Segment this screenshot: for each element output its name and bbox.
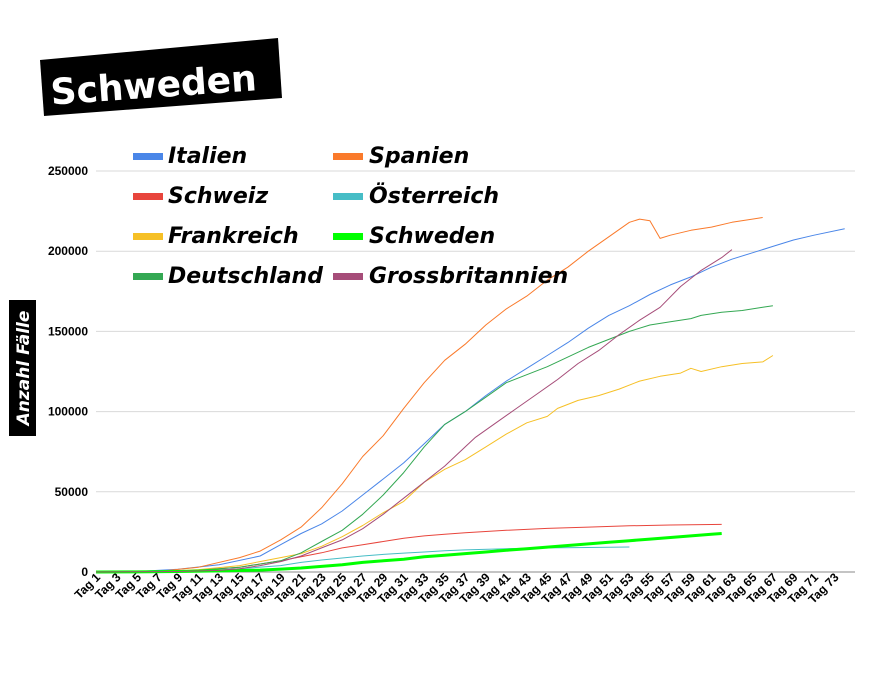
legend-label: Grossbritannien bbox=[369, 264, 568, 289]
legend-swatch bbox=[133, 273, 163, 280]
legend-swatch bbox=[133, 233, 163, 240]
y-axis-title: Anzahl Fälle bbox=[14, 311, 34, 428]
series-line-frankreich bbox=[95, 355, 774, 573]
legend-label: Frankreich bbox=[168, 224, 299, 249]
legend-swatch bbox=[333, 273, 363, 280]
series-line-österreich bbox=[95, 546, 630, 573]
title-banner-background bbox=[40, 38, 282, 116]
legend-label: Österreich bbox=[369, 183, 499, 209]
y-tick-label: 250000 bbox=[48, 164, 88, 178]
legend-label: Schweiz bbox=[168, 184, 268, 209]
series-line-deutschland bbox=[95, 305, 773, 573]
legend-swatch bbox=[133, 193, 163, 200]
y-axis-ticks: 0 50000 100000 150000 200000 250000 bbox=[48, 164, 88, 579]
legend-label: Italien bbox=[168, 144, 247, 169]
series-line-spanien bbox=[95, 217, 763, 573]
y-tick-label: 100000 bbox=[48, 405, 88, 419]
y-tick-label: 150000 bbox=[48, 324, 88, 338]
gridlines bbox=[96, 170, 855, 573]
legend-label: Schweden bbox=[369, 224, 495, 249]
legend-swatch bbox=[333, 193, 363, 200]
legend-label: Spanien bbox=[369, 144, 469, 169]
y-tick-label: 50000 bbox=[55, 485, 89, 499]
legend-swatch bbox=[333, 153, 363, 160]
y-tick-label: 200000 bbox=[48, 244, 88, 258]
series-line-grossbritannien bbox=[95, 249, 733, 573]
series-line-schweiz bbox=[95, 523, 722, 573]
legend-swatch bbox=[333, 233, 363, 240]
series-lines bbox=[95, 217, 845, 574]
y-axis-title-box: Anzahl Fälle bbox=[9, 300, 36, 436]
chart-title-banner: Schweden bbox=[40, 38, 282, 116]
legend: Italien Schweiz Frankreich Deutschland Spani… bbox=[133, 144, 568, 289]
y-axis-title-background bbox=[9, 300, 36, 436]
series-line-schweden bbox=[95, 532, 722, 574]
legend-label: Deutschland bbox=[168, 264, 323, 289]
legend-swatch bbox=[133, 153, 163, 160]
series-line-italien bbox=[95, 228, 845, 573]
y-tick-label: 0 bbox=[81, 565, 88, 579]
